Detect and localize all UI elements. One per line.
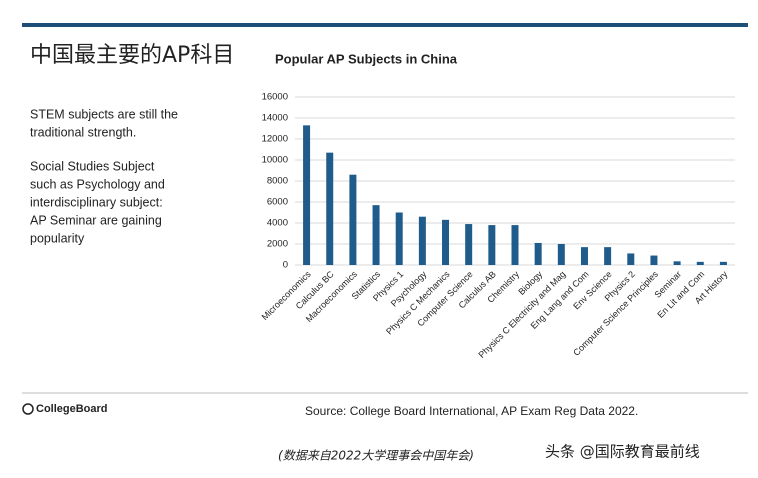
bar (349, 174, 357, 265)
y-tick-label: 14000 (262, 113, 288, 124)
bar (465, 224, 473, 265)
bar (719, 261, 727, 265)
bar (534, 242, 542, 265)
y-tick-label: 6000 (267, 197, 288, 208)
y-tick-label: 4000 (267, 218, 288, 229)
y-tick-label: 10000 (262, 155, 288, 166)
y-tick-label: 8000 (267, 176, 288, 187)
note-line: popularity (30, 231, 85, 245)
note-line: traditional strength. (30, 125, 136, 139)
bar (557, 244, 565, 265)
bar (627, 253, 635, 265)
bar (395, 212, 403, 265)
watermark: 头条 @国际教育最前线 (545, 443, 700, 461)
note-line: interdisciplinary subject: (30, 195, 163, 209)
source: Source: College Board International, AP … (305, 404, 638, 418)
y-tick-label: 0 (283, 260, 288, 271)
bar (580, 247, 588, 265)
bar (604, 247, 612, 265)
note-line: AP Seminar are gaining (30, 213, 162, 227)
y-tick-label: 12000 (262, 134, 288, 145)
caption: (数据来自2022大学理事会中国年会) (278, 449, 474, 463)
bar (326, 152, 334, 265)
y-tick-label: 16000 (262, 92, 288, 103)
bar (511, 225, 519, 265)
y-tick-label: 2000 (267, 239, 288, 250)
note-line: Social Studies Subject (30, 159, 155, 173)
note-line: such as Psychology and (30, 177, 165, 191)
slide-title: 中国最主要的AP科目 (30, 43, 234, 68)
bar (442, 219, 450, 265)
bar (303, 125, 311, 265)
bar (696, 261, 704, 265)
logo-icon (22, 403, 34, 415)
bar (488, 225, 496, 265)
bar (673, 261, 681, 265)
logo: CollegeBoard (36, 403, 108, 415)
chart-title: Popular AP Subjects in China (275, 51, 458, 66)
bar (372, 205, 380, 265)
bar (418, 216, 426, 265)
bar (650, 255, 658, 265)
note-line: STEM subjects are still the (30, 107, 178, 121)
